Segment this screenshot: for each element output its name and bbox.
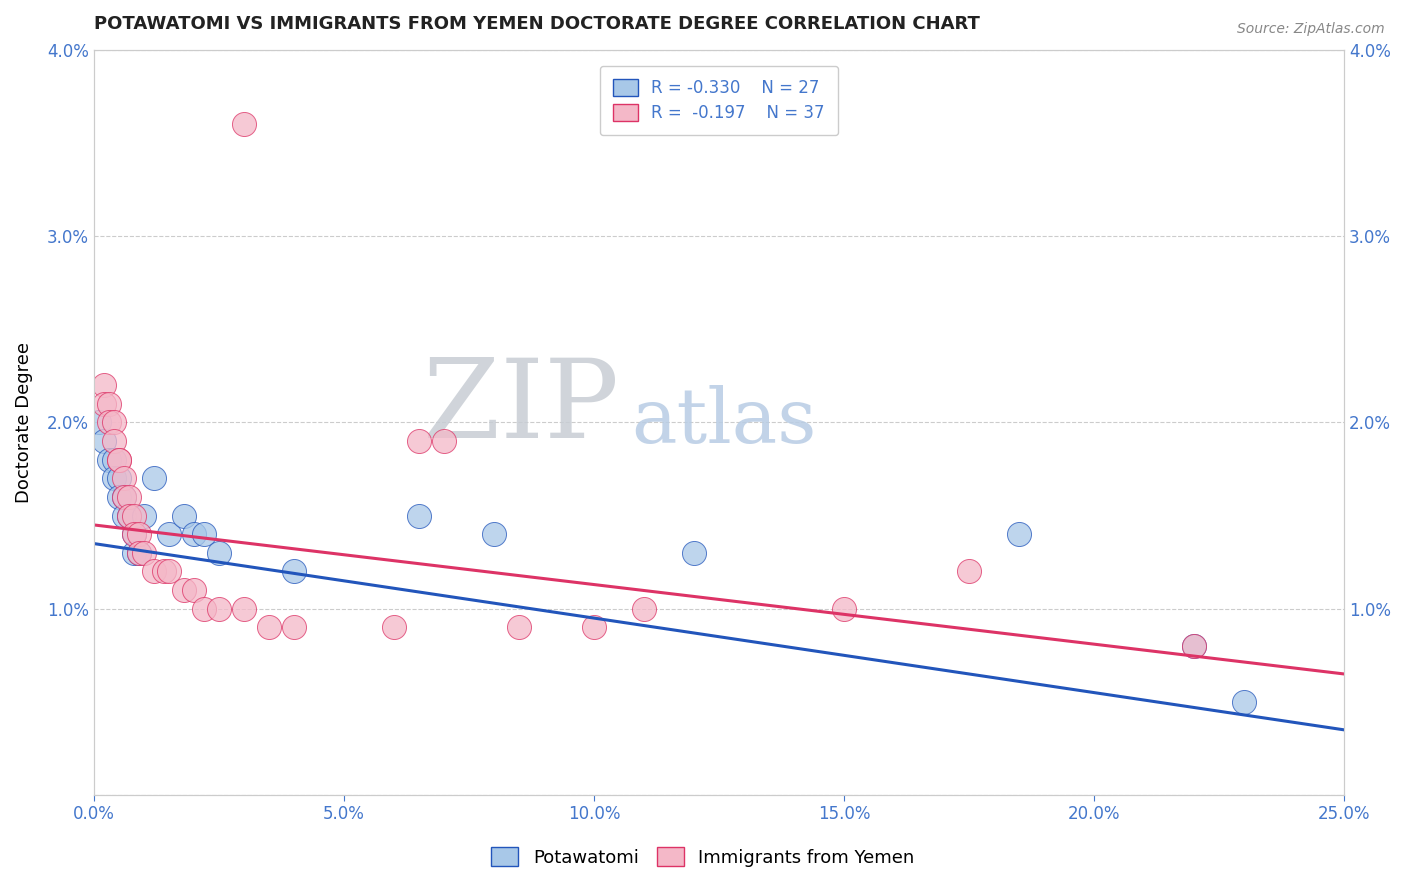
Point [93,378,115,392]
Point [122,546,145,560]
Point [1182,639,1205,653]
Text: POTAWATOMI VS IMMIGRANTS FROM YEMEN DOCTORATE DEGREE CORRELATION CHART: POTAWATOMI VS IMMIGRANTS FROM YEMEN DOCT… [94,15,980,33]
Point [152,565,174,579]
Point [683,546,706,560]
Point [482,527,505,541]
Point [173,583,195,598]
Point [157,527,180,541]
Point [433,434,456,448]
Point [957,565,980,579]
Point [208,546,231,560]
Y-axis label: Doctorate Degree: Doctorate Degree [15,342,32,503]
Point [103,452,125,467]
Point [97,397,120,411]
Point [87,416,110,430]
Point [183,527,205,541]
Text: atlas: atlas [631,385,817,459]
Point [208,601,231,615]
Point [142,471,165,485]
Point [1233,695,1256,709]
Point [582,620,605,634]
Point [283,620,305,634]
Point [132,508,155,523]
Point [382,620,405,634]
Point [103,471,125,485]
Point [232,117,254,131]
Point [1008,527,1031,541]
Point [232,601,254,615]
Point [122,527,145,541]
Text: Source: ZipAtlas.com: Source: ZipAtlas.com [1237,22,1385,37]
Point [132,546,155,560]
Point [112,471,135,485]
Point [103,434,125,448]
Point [408,434,430,448]
Text: ZIP: ZIP [423,354,619,461]
Point [107,471,129,485]
Point [183,583,205,598]
Point [112,490,135,504]
Point [122,527,145,541]
Point [257,620,280,634]
Point [408,508,430,523]
Point [193,527,215,541]
Point [112,490,135,504]
Point [633,601,655,615]
Point [832,601,855,615]
Point [97,452,120,467]
Point [193,601,215,615]
Legend: R = -0.330    N = 27, R =  -0.197    N = 37: R = -0.330 N = 27, R = -0.197 N = 37 [600,66,838,136]
Point [128,546,150,560]
Point [283,565,305,579]
Legend: Potawatomi, Immigrants from Yemen: Potawatomi, Immigrants from Yemen [484,840,922,874]
Point [508,620,530,634]
Point [142,565,165,579]
Point [93,434,115,448]
Point [128,546,150,560]
Point [157,565,180,579]
Point [122,508,145,523]
Point [118,490,141,504]
Point [97,416,120,430]
Point [118,508,141,523]
Point [107,452,129,467]
Point [103,416,125,430]
Point [173,508,195,523]
Point [118,508,141,523]
Point [112,508,135,523]
Point [1182,639,1205,653]
Point [107,490,129,504]
Point [107,452,129,467]
Point [128,527,150,541]
Point [93,397,115,411]
